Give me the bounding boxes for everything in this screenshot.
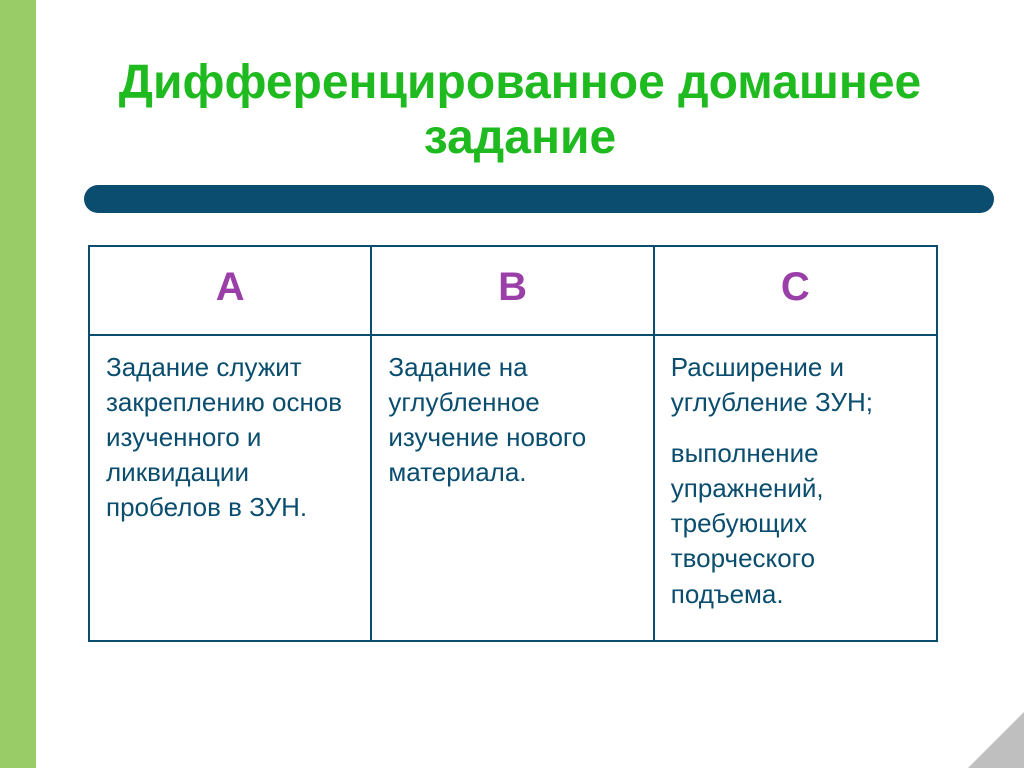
header-b: B	[371, 246, 653, 335]
title-underline	[84, 185, 994, 213]
content-table: A B C Задание служит закреплению основ и…	[88, 245, 938, 642]
cell-c: Расширение и углубление ЗУН; выполнение …	[654, 335, 937, 641]
slide-title: Дифференцированное домашнее задание	[110, 55, 930, 165]
left-accent-bar	[0, 0, 36, 768]
cell-b: Задание на углубленное изучение нового м…	[371, 335, 653, 641]
table-row: Задание служит закреплению основ изученн…	[89, 335, 937, 641]
cell-c-line2: выполнение упражнений, требующих творчес…	[671, 436, 920, 611]
table-header-row: A B C	[89, 246, 937, 335]
slide: Дифференцированное домашнее задание A B …	[0, 0, 1024, 768]
header-c: C	[654, 246, 937, 335]
cell-a: Задание служит закреплению основ изученн…	[89, 335, 371, 641]
cell-c-line1: Расширение и углубление ЗУН;	[671, 350, 920, 420]
title-area: Дифференцированное домашнее задание	[110, 55, 930, 165]
corner-fold-icon	[968, 712, 1024, 768]
header-a: A	[89, 246, 371, 335]
